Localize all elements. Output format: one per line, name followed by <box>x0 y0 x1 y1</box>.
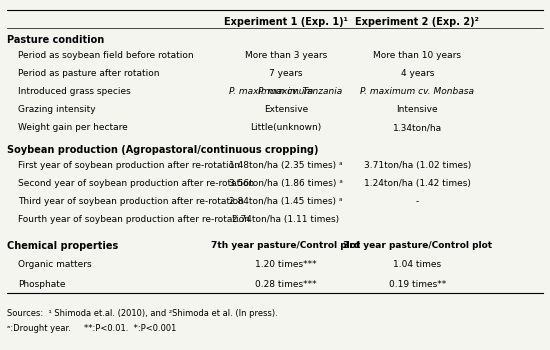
Text: Period as soybean field before rotation: Period as soybean field before rotation <box>18 51 194 60</box>
Text: -: - <box>416 197 419 206</box>
Text: 7 years: 7 years <box>269 69 302 78</box>
Text: More than 3 years: More than 3 years <box>245 51 327 60</box>
Text: Experiment 1 (Exp. 1)¹: Experiment 1 (Exp. 1)¹ <box>224 17 348 27</box>
Text: Little(unknown): Little(unknown) <box>250 124 322 132</box>
Text: Soybean production (Agropastoral/continuous cropping): Soybean production (Agropastoral/continu… <box>7 145 318 155</box>
Text: ᵃ:Drought year.     **:P<0.01.  *:P<0.001: ᵃ:Drought year. **:P<0.01. *:P<0.001 <box>7 324 176 334</box>
Text: Chemical properties: Chemical properties <box>7 241 118 251</box>
Text: P. maximum cv. Monbasa: P. maximum cv. Monbasa <box>360 87 474 96</box>
Text: Organic matters: Organic matters <box>18 260 91 269</box>
Text: Fourth year of soybean production after re-rotation: Fourth year of soybean production after … <box>18 216 250 224</box>
Text: Period as pasture after rotation: Period as pasture after rotation <box>18 69 160 78</box>
Text: 1.48ton/ha (2.35 times) ᵃ: 1.48ton/ha (2.35 times) ᵃ <box>229 161 343 170</box>
Text: P. maximum: P. maximum <box>258 87 314 96</box>
Text: Second year of soybean production after re-rotation: Second year of soybean production after … <box>18 179 254 188</box>
Text: 3.56ton/ha (1.86 times) ᵃ: 3.56ton/ha (1.86 times) ᵃ <box>229 179 343 188</box>
Text: 3.71ton/ha (1.02 times): 3.71ton/ha (1.02 times) <box>364 161 471 170</box>
Text: 7th year pasture/Control plot: 7th year pasture/Control plot <box>211 241 361 250</box>
Text: Experiment 2 (Exp. 2)²: Experiment 2 (Exp. 2)² <box>355 17 479 27</box>
Text: Intensive: Intensive <box>397 105 438 114</box>
Text: Phosphate: Phosphate <box>18 280 65 289</box>
Text: 4 years: 4 years <box>400 69 434 78</box>
Text: 1.04 times: 1.04 times <box>393 260 441 269</box>
Text: 1.34ton/ha: 1.34ton/ha <box>393 124 442 132</box>
Text: P. maximum cv. Tanzania: P. maximum cv. Tanzania <box>229 87 343 96</box>
Text: 0.28 times***: 0.28 times*** <box>255 280 317 289</box>
Text: 0.19 times**: 0.19 times** <box>389 280 446 289</box>
Text: 3rd year pasture/Control plot: 3rd year pasture/Control plot <box>343 241 492 250</box>
Text: First year of soybean production after re-rotation: First year of soybean production after r… <box>18 161 240 170</box>
Text: Third year of soybean production after re-rotation: Third year of soybean production after r… <box>18 197 244 206</box>
Text: Weight gain per hectare: Weight gain per hectare <box>18 124 128 132</box>
Text: Grazing intensity: Grazing intensity <box>18 105 96 114</box>
Text: 2.74ton/ha (1.11 times): 2.74ton/ha (1.11 times) <box>233 216 339 224</box>
Text: Pasture condition: Pasture condition <box>7 35 104 45</box>
Text: 2.84ton/ha (1.45 times) ᵃ: 2.84ton/ha (1.45 times) ᵃ <box>229 197 343 206</box>
Text: 1.24ton/ha (1.42 times): 1.24ton/ha (1.42 times) <box>364 179 471 188</box>
Text: More than 10 years: More than 10 years <box>373 51 461 60</box>
Text: Introduced grass species: Introduced grass species <box>18 87 130 96</box>
Text: Sources:  ¹ Shimoda et.al. (2010), and ²Shimoda et al. (In press).: Sources: ¹ Shimoda et.al. (2010), and ²S… <box>7 309 278 318</box>
Text: 1.20 times***: 1.20 times*** <box>255 260 317 269</box>
Text: Extensive: Extensive <box>264 105 308 114</box>
